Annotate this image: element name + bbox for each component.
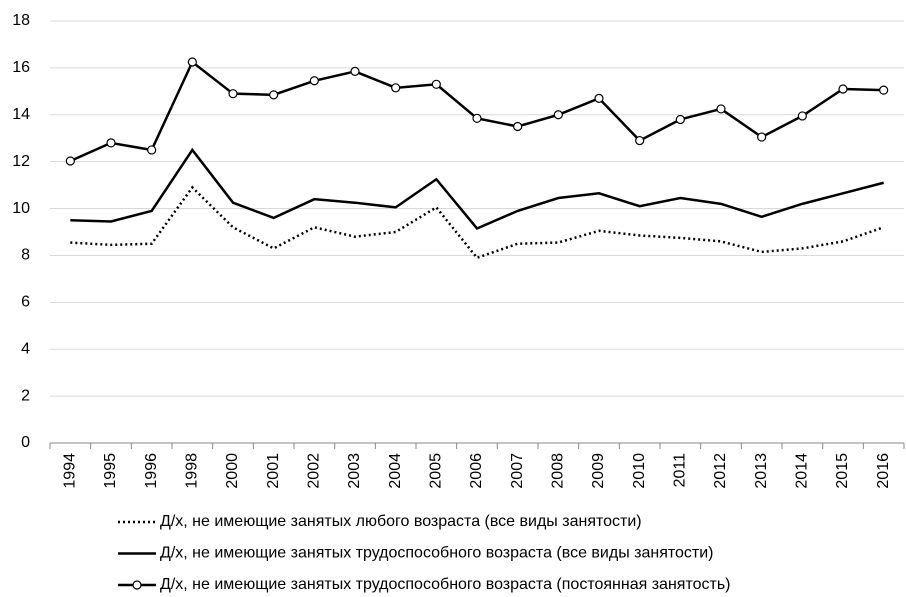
point	[65, 156, 75, 166]
y-tick-label: 18	[12, 12, 30, 29]
x-tick-label: 2011	[672, 453, 689, 488]
x-tick-label: 2013	[753, 453, 770, 489]
x-tick-label: 2010	[631, 453, 648, 489]
series-line	[69, 60, 884, 163]
point	[350, 66, 360, 77]
x-tick-label: 2008	[550, 453, 567, 489]
point	[472, 113, 482, 123]
legend-marker	[132, 580, 142, 590]
point	[106, 138, 116, 148]
y-tick-label: 6	[21, 294, 30, 311]
point	[797, 111, 807, 121]
x-tick-label: 2009	[590, 453, 607, 489]
point	[391, 83, 401, 93]
y-tick-label: 4	[21, 340, 30, 357]
x-tick-label: 2016	[875, 453, 892, 489]
point	[309, 76, 319, 86]
point	[879, 85, 889, 95]
point	[187, 57, 197, 67]
x-tick-label: 1998	[184, 453, 201, 489]
series-line	[70, 185, 885, 260]
point	[716, 104, 726, 114]
point	[675, 114, 685, 125]
point	[635, 135, 645, 146]
y-tick-label: 16	[12, 59, 30, 76]
x-tick-label: 2005	[428, 453, 445, 489]
y-tick-label: 10	[12, 200, 30, 217]
legend-label: Д/х, не имеющие занятых любого возраста …	[160, 513, 642, 530]
legend-label: Д/х, не имеющие занятых трудоспособного …	[160, 576, 730, 593]
series-line	[70, 147, 884, 231]
point	[431, 79, 441, 89]
y-tick-label: 14	[12, 106, 30, 123]
y-tick-label: 12	[12, 153, 30, 170]
point	[513, 121, 523, 132]
y-tick-label: 2	[21, 387, 30, 404]
point	[757, 132, 767, 142]
point	[838, 84, 848, 94]
y-tick-label: 8	[21, 247, 30, 264]
x-tick-label: 2014	[794, 453, 811, 489]
x-tick-label: 2007	[509, 453, 526, 489]
x-tick-label: 2000	[224, 453, 241, 489]
y-tick-label: 0	[21, 434, 30, 451]
x-tick-label: 2015	[834, 453, 851, 489]
point	[147, 145, 157, 155]
x-tick-label: 1995	[102, 453, 119, 489]
point	[269, 90, 279, 100]
x-tick-label: 2004	[387, 453, 404, 489]
point	[228, 89, 238, 99]
x-tick-label: 2012	[712, 453, 729, 489]
point	[594, 93, 604, 103]
x-tick-label: 2001	[265, 453, 282, 489]
x-tick-label: 1996	[143, 453, 160, 489]
x-tick-label: 1994	[62, 453, 79, 489]
x-tick-label: 2002	[306, 453, 323, 489]
point	[553, 110, 563, 120]
x-tick-label: 2003	[346, 453, 363, 489]
x-tick-label: 2006	[468, 453, 485, 489]
legend-label: Д/х, не имеющие занятых трудоспособного …	[160, 545, 714, 562]
